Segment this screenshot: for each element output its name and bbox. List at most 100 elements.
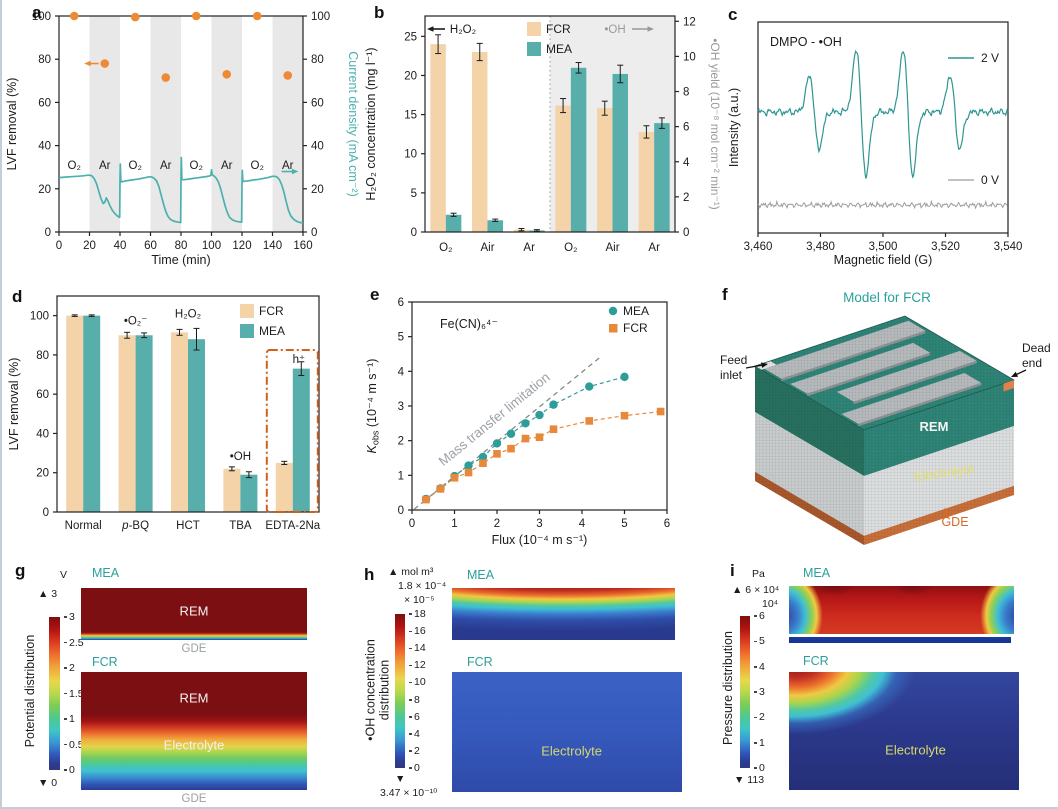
svg-text:inlet: inlet [720, 368, 743, 382]
svg-text:O₂: O₂ [439, 242, 452, 254]
colorbar-min-marker: ▼ 0 [38, 777, 58, 789]
svg-text:4: 4 [579, 518, 586, 530]
mea-bar [83, 315, 101, 512]
svg-text:Current density (mA cm⁻²): Current density (mA cm⁻²) [346, 51, 360, 197]
colorbar-max-marker: ▲ 6 × 10⁴ [732, 584, 780, 596]
fcr-bar [638, 131, 655, 232]
colorbar-tick-label: 4 [754, 661, 765, 673]
svg-text:Air: Air [480, 242, 494, 254]
svg-text:EDTA-2Na: EDTA-2Na [265, 520, 320, 532]
electrolyte-region-label: Electrolyte [163, 737, 225, 753]
svg-text:O₂: O₂ [251, 160, 264, 172]
mea-pressure-heatmap [789, 586, 1014, 634]
panel-b-h2o2-oh-bars: b O₂ Air Ar O₂ Air Ar 0 5 10 15 20 25 0 2 4 6 8 10 12 H₂O₂ … [362, 0, 722, 280]
svg-text:GDE: GDE [941, 515, 968, 529]
svg-text:3,520: 3,520 [931, 241, 960, 253]
svg-text:H₂O₂ concentration (mg l⁻¹): H₂O₂ concentration (mg l⁻¹) [364, 47, 378, 200]
colorbar-tick-label: 5 [754, 635, 765, 647]
svg-text:0: 0 [411, 227, 417, 239]
colorbar-tick-label: 0.5 [64, 739, 84, 751]
svg-text:140: 140 [263, 240, 282, 252]
svg-text:Flux (10⁻⁴ m s⁻¹): Flux (10⁻⁴ m s⁻¹) [492, 533, 588, 547]
svg-text:REM: REM [920, 419, 949, 434]
current-density-curve [58, 156, 304, 224]
lvf-removal-point [191, 11, 201, 21]
svg-text:4: 4 [398, 366, 405, 378]
colorbar-tick-label: 6 [409, 711, 426, 723]
rem-region-label: REM [179, 603, 209, 619]
svg-text:60: 60 [144, 240, 157, 252]
svg-text:FCR: FCR [623, 321, 648, 335]
mea-bar [445, 214, 462, 232]
svg-text:•OH: •OH [604, 24, 625, 36]
oh-colorbar-ticks: 18 16 14 12 10 8 6 4 2 0 [409, 608, 426, 774]
ar-shaded-band [272, 16, 303, 232]
svg-text:6: 6 [664, 518, 670, 530]
svg-text:p-BQ: p-BQ [121, 520, 149, 532]
svg-text:h⁺: h⁺ [293, 354, 305, 366]
colorbar-tick-label: 2 [409, 745, 426, 757]
potential-distribution-axis-label: Potential distribution [23, 634, 37, 748]
svg-text:O₂: O₂ [564, 242, 577, 254]
electrolyte-region-label: Electrolyte [885, 742, 946, 758]
colorbar-tick-label: 14 [409, 642, 426, 654]
svg-text:Intensity (a.u.): Intensity (a.u.) [727, 88, 741, 167]
svg-text:5: 5 [411, 188, 417, 200]
svg-text:2 V: 2 V [981, 51, 999, 65]
scavenger-bar-chart: Normal p-BQ HCT TBA EDTA-2Na 0 20 40 60 80 100 LVF … [7, 295, 321, 532]
panel-d-scavenger-bars: d Normal p-BQ HCT TBA EDTA-2Na 0 20 40 60 80 100 LV… [2, 280, 362, 560]
colorbar-tick-label: 12 [409, 659, 426, 671]
potential-colorbar [49, 617, 60, 770]
pressure-axis-label: Pressure distribution [721, 631, 735, 745]
svg-text:O₂: O₂ [190, 160, 203, 172]
lvf-removal-point [283, 71, 293, 80]
colorbar-tick-label: 2.5 [64, 637, 84, 649]
svg-text:Model for FCR: Model for FCR [843, 290, 931, 305]
svg-text:40: 40 [38, 141, 51, 153]
colorbar-tick-label: 1 [754, 737, 765, 749]
epr-trace-0v [757, 199, 1008, 210]
colorbar-tick-label: 10 [409, 676, 426, 688]
oh-colorbar [395, 614, 405, 768]
fcr-oh-heatmap: Electrolyte [452, 672, 682, 792]
svg-text:Normal: Normal [65, 520, 102, 532]
lvf-removal-point [161, 73, 171, 82]
colorbar-scale: 10⁴ [762, 598, 779, 610]
panel-a-lvf-removal-time: a 0 20 40 60 80 100 120 140 160 0 20 40 60 80 100 0 20 40… [2, 0, 362, 280]
svg-text:20: 20 [36, 468, 49, 480]
panel-c-epr-spectrum: c 3,460 3,480 3,500 3,520 3,540 Magnetic fiel… [722, 0, 1058, 280]
ar-shaded-band [211, 16, 242, 232]
svg-text:H₂O₂: H₂O₂ [175, 309, 201, 321]
svg-text:O₂: O₂ [129, 160, 142, 172]
svg-text:3,460: 3,460 [744, 241, 773, 253]
svg-text:HCT: HCT [176, 520, 200, 532]
colorbar-tick-label: 6 [754, 610, 765, 622]
svg-text:FCR: FCR [546, 22, 571, 36]
h2o2-oh-bar-chart: O₂ Air Ar O₂ Air Ar 0 5 10 15 20 25 0 2 4 6 8 10 12 H₂O₂ co… [364, 15, 722, 254]
fcr-bar [118, 335, 136, 512]
svg-text:1: 1 [398, 470, 404, 482]
svg-text:Fe(CN)₆⁴⁻: Fe(CN)₆⁴⁻ [440, 317, 498, 331]
svg-text:MEA: MEA [259, 324, 285, 338]
svg-text:60: 60 [36, 389, 49, 401]
colorbar-max-marker: ▲ 3 [38, 588, 58, 600]
svg-text:60: 60 [311, 97, 324, 109]
fcr-title: FCR [92, 655, 118, 669]
mea-oh-heatmap [452, 588, 675, 640]
svg-text:LVF removal (%): LVF removal (%) [5, 78, 19, 171]
svg-text:FCR: FCR [259, 304, 284, 318]
gde-label: GDE [181, 793, 207, 805]
svg-text:Ar: Ar [99, 160, 111, 172]
svg-text:0 V: 0 V [981, 173, 999, 187]
fcr-bar [275, 462, 293, 512]
svg-text:10: 10 [683, 51, 696, 63]
svg-text:0: 0 [43, 507, 49, 519]
svg-text:H₂O₂: H₂O₂ [450, 24, 476, 36]
fcr-bar [66, 315, 84, 512]
svg-text:40: 40 [36, 428, 49, 440]
ar-shaded-band [150, 16, 181, 232]
svg-text:0: 0 [683, 227, 689, 239]
rem-region-label: REM [179, 690, 209, 706]
mea-potential-heatmap: REM [81, 588, 307, 640]
